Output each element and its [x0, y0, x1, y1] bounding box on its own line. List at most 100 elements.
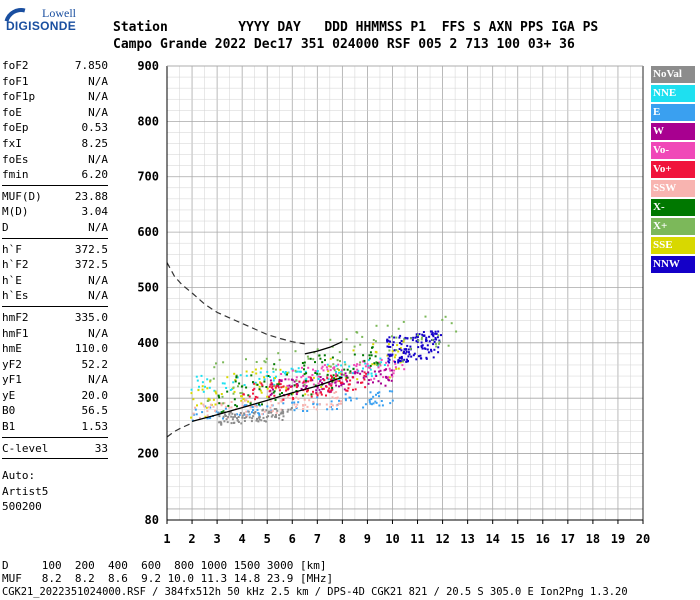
- param-value: 6.20: [81, 168, 109, 182]
- echo-point: [376, 362, 379, 365]
- echo-point: [421, 336, 423, 339]
- echo-point: [415, 335, 418, 338]
- param-row: foF1 N/A: [2, 74, 108, 90]
- echo-point: [284, 371, 287, 373]
- y-tick-label: 400: [137, 336, 159, 350]
- echo-point: [427, 351, 430, 354]
- echo-point: [230, 415, 233, 418]
- echo-point: [420, 357, 423, 360]
- echo-point: [295, 379, 298, 382]
- echo-point: [194, 406, 196, 409]
- echo-point: [395, 367, 398, 370]
- echo-point: [301, 366, 303, 369]
- echo-point: [341, 381, 344, 384]
- param-value: 20.0: [81, 388, 109, 402]
- echo-point: [347, 383, 350, 386]
- x-tick-label: 18: [586, 532, 600, 546]
- echo-point: [303, 398, 306, 401]
- echo-point: [326, 368, 329, 371]
- echo-point: [376, 364, 379, 366]
- echo-point: [297, 401, 300, 404]
- echo-point: [248, 416, 251, 419]
- echo-point: [332, 374, 335, 377]
- echo-point: [330, 374, 332, 377]
- echo-point: [291, 392, 294, 395]
- echo-point: [417, 346, 420, 349]
- echo-point: [413, 352, 416, 355]
- x-tick-label: 14: [485, 532, 499, 546]
- echo-point: [195, 413, 198, 416]
- echo-point: [262, 416, 265, 419]
- echo-point: [273, 384, 276, 387]
- echo-point: [225, 418, 228, 421]
- echo-point: [300, 388, 303, 390]
- echo-point: [376, 392, 379, 395]
- echo-point: [336, 396, 339, 399]
- echo-point: [262, 408, 265, 411]
- echo-point: [282, 410, 285, 413]
- echo-point: [231, 388, 234, 391]
- echo-point: [221, 382, 224, 385]
- param-row: h`Es N/A: [2, 288, 108, 304]
- echo-point: [399, 361, 402, 364]
- echo-point: [243, 413, 246, 416]
- echo-point: [371, 363, 374, 366]
- chart-echoes: [190, 315, 458, 426]
- echo-point: [275, 408, 278, 411]
- echo-point: [278, 383, 281, 386]
- echo-point: [278, 389, 281, 392]
- x-tick-label: 19: [611, 532, 625, 546]
- echo-point: [394, 360, 396, 363]
- echo-point: [232, 392, 235, 395]
- echo-point: [401, 364, 404, 367]
- echo-point: [344, 363, 347, 366]
- echo-point: [282, 385, 285, 388]
- echo-point: [223, 402, 226, 405]
- echo-point: [206, 400, 209, 402]
- echo-point: [340, 402, 342, 405]
- echo-point: [270, 411, 273, 414]
- echo-point: [235, 376, 238, 379]
- param-row: fxI 8.25: [2, 136, 108, 152]
- echo-point: [196, 404, 198, 407]
- param-label: hmF1: [2, 326, 29, 340]
- echo-point: [212, 398, 215, 401]
- param-label: foEp: [2, 121, 29, 135]
- echo-point: [346, 368, 349, 371]
- echo-point: [229, 411, 232, 414]
- echo-point: [316, 348, 319, 351]
- echo-point: [415, 333, 418, 336]
- echo-point: [317, 375, 320, 378]
- param-label: hmF2: [2, 310, 29, 324]
- echo-point: [396, 344, 399, 347]
- echo-point: [198, 416, 201, 419]
- panel-divider: [2, 436, 108, 438]
- echo-point: [340, 384, 343, 387]
- echo-point: [421, 333, 424, 336]
- echo-point: [302, 381, 305, 384]
- echo-point: [320, 386, 323, 388]
- legend-item-nne: NNE: [651, 85, 695, 102]
- echo-point: [195, 375, 198, 378]
- echo-point: [278, 379, 281, 381]
- echo-point: [358, 363, 361, 366]
- param-value: 372.5: [74, 258, 108, 272]
- param-row: B1 1.53: [2, 419, 108, 435]
- echo-point: [274, 386, 277, 389]
- echo-point: [437, 346, 440, 349]
- echo-point: [303, 373, 306, 376]
- echo-point: [267, 411, 270, 414]
- param-value: N/A: [88, 273, 108, 287]
- echo-point: [363, 359, 366, 362]
- echo-point: [416, 336, 419, 338]
- echo-point: [447, 344, 450, 347]
- echo-point: [320, 393, 323, 396]
- echo-point: [378, 361, 381, 364]
- echo-point: [361, 360, 364, 363]
- echo-point: [295, 406, 298, 408]
- echo-point: [338, 399, 340, 402]
- echo-point: [355, 397, 358, 400]
- echo-point: [392, 372, 395, 375]
- echo-point: [222, 410, 225, 413]
- echo-point: [436, 336, 439, 339]
